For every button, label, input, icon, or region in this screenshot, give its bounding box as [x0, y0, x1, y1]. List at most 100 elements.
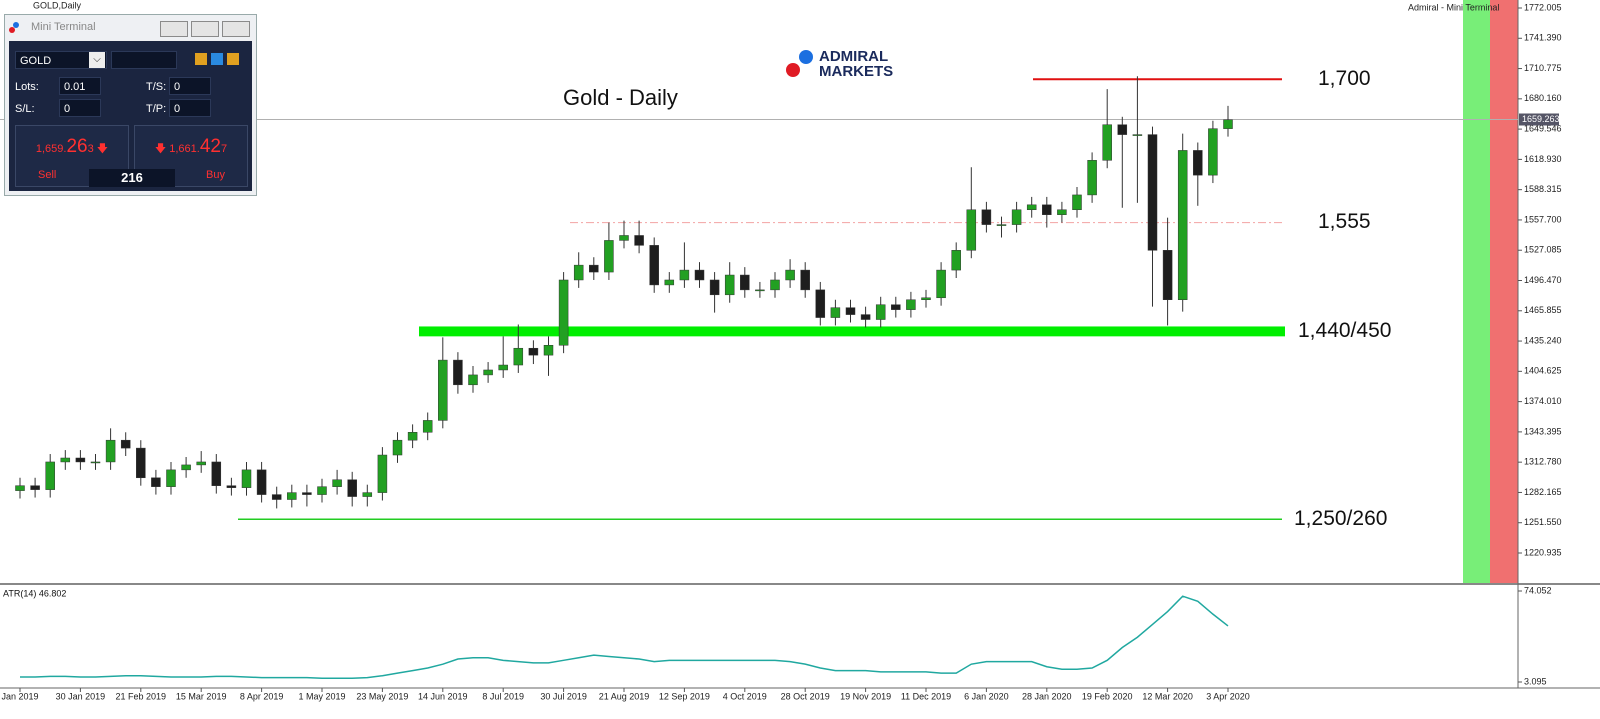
candle-body — [1223, 119, 1233, 129]
candle-body — [105, 439, 116, 463]
candle-body — [860, 314, 871, 320]
y-tick-label: 1465.855 — [1524, 305, 1562, 315]
candle-body — [226, 485, 237, 488]
x-tick-label: 19 Nov 2019 — [840, 691, 891, 701]
candle-body — [589, 264, 599, 273]
candle-body — [151, 477, 161, 487]
title-bar: Mini Terminal — [5, 15, 256, 39]
y-tick-label: 1649.546 — [1524, 123, 1562, 133]
symbol-select[interactable]: GOLD — [15, 51, 107, 69]
x-tick-label: 6 Jan 2020 — [964, 691, 1009, 701]
level-label: 1,440/450 — [1298, 319, 1391, 342]
tp-input[interactable]: 0 — [169, 99, 211, 117]
candle-body — [740, 274, 750, 291]
y-tick-label: 1435.240 — [1524, 335, 1562, 345]
y-tick-label: 1251.550 — [1524, 517, 1562, 527]
x-tick-label: 3 Apr 2020 — [1206, 691, 1250, 701]
y-tick-label: 1527.085 — [1524, 245, 1562, 255]
candle-body — [468, 374, 478, 386]
y-tick-label: 1404.625 — [1524, 366, 1562, 376]
x-tick-label: 8 Apr 2019 — [240, 691, 284, 701]
candle-body — [347, 479, 357, 497]
candle-body — [498, 364, 508, 371]
candle-body — [271, 494, 282, 500]
x-tick-label: Jan 2019 — [1, 691, 38, 701]
y-tick-label: 1557.700 — [1524, 214, 1562, 224]
red-strip — [1490, 0, 1518, 583]
minimize-button[interactable] — [160, 21, 188, 37]
candle-body — [709, 279, 720, 296]
indicator-line — [20, 595, 1229, 680]
candle-body — [1193, 150, 1203, 176]
candle-body — [45, 461, 55, 490]
candle-body — [1087, 160, 1097, 196]
sell-label: Sell — [38, 169, 57, 181]
y-tick-label: 1772.005 — [1524, 2, 1562, 12]
candle-body — [483, 369, 493, 376]
price-part: 26 — [66, 136, 88, 157]
candle-body — [1132, 134, 1143, 136]
candle-body — [392, 439, 403, 456]
candle-body — [528, 347, 539, 356]
app-title: Admiral - Mini Terminal — [1408, 2, 1499, 12]
candle-body — [1102, 124, 1112, 161]
logo-text: ADMIRAL — [819, 48, 888, 65]
lots-input[interactable]: 0.01 — [59, 77, 101, 95]
value: 0 — [174, 81, 181, 93]
candle-body — [1042, 204, 1052, 215]
candle-body — [166, 469, 176, 487]
candle-body — [120, 439, 131, 449]
field-label: T/P: — [146, 103, 167, 115]
price-tag-label: 1659.263 — [1522, 114, 1560, 124]
candle-body — [332, 479, 342, 487]
candle-body — [558, 279, 569, 346]
close-button[interactable] — [222, 21, 250, 37]
candle-body — [513, 347, 524, 366]
tool-button[interactable] — [227, 53, 239, 65]
candle-body — [30, 485, 40, 490]
candle-body — [906, 299, 916, 310]
sl-input[interactable]: 0 — [59, 99, 101, 117]
x-tick-label: 12 Sep 2019 — [659, 691, 710, 701]
tool-button[interactable] — [195, 53, 207, 65]
candle-body — [800, 269, 810, 291]
candle-body — [921, 297, 931, 301]
candle-body — [1177, 150, 1188, 301]
ts-input[interactable]: 0 — [169, 77, 211, 95]
candle-body — [815, 289, 826, 318]
x-tick-label: 12 Mar 2020 — [1142, 691, 1193, 701]
y-tick-label: 1312.780 — [1524, 457, 1562, 467]
candle-body — [317, 486, 327, 495]
y-tick-label: 1282.165 — [1524, 487, 1562, 497]
y-tick-label: 1741.390 — [1524, 33, 1562, 43]
y-tick-label: 1680.160 — [1524, 93, 1562, 103]
candle-body — [619, 235, 629, 241]
maximize-button[interactable] — [191, 21, 219, 37]
y-tick-label: 1588.315 — [1524, 184, 1562, 194]
price-tag — [1519, 113, 1559, 126]
candle-body — [407, 432, 418, 441]
indicator-title: ATR(14) 46.802 — [3, 588, 66, 598]
y-tick-label: 1220.935 — [1524, 547, 1562, 557]
level-label: 1,555 — [1318, 210, 1371, 233]
candle-body — [573, 264, 584, 281]
candle-body — [1162, 250, 1173, 301]
candle-body — [694, 269, 705, 281]
candle-body — [1057, 209, 1067, 215]
x-tick-label: 1 May 2019 — [298, 691, 345, 701]
candle-body — [1147, 134, 1158, 251]
candle-body — [996, 224, 1007, 226]
dropdown-button[interactable]: ⌵ — [89, 52, 105, 68]
candle-body — [302, 492, 312, 495]
level-label: 1,700 — [1318, 67, 1371, 90]
candle-body — [1072, 194, 1082, 211]
buy-button[interactable]: 🡇 1,661.427 Buy — [134, 125, 248, 187]
y-tick-label: 1496.470 — [1524, 275, 1562, 285]
logo-text: MARKETS — [819, 63, 893, 80]
candle-body — [377, 454, 388, 493]
candle-body — [90, 461, 101, 464]
candle-body — [75, 457, 86, 463]
level-label: 1,250/260 — [1294, 507, 1387, 530]
tool-button[interactable] — [211, 53, 223, 65]
